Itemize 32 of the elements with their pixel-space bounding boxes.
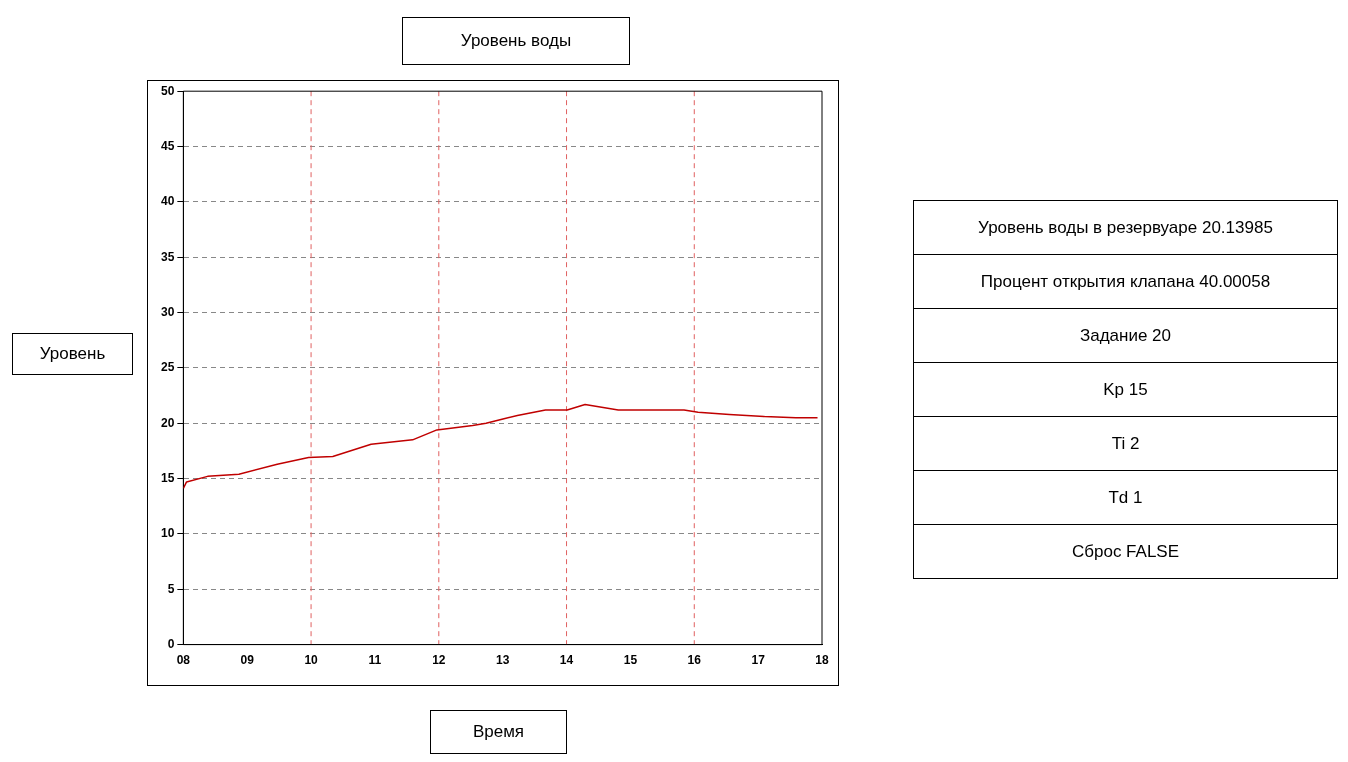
x-tick-label: 16 [687, 653, 702, 668]
y-tick-label: 20 [160, 415, 175, 430]
x-axis-title: Время [430, 710, 567, 754]
text: Td 1 [913, 471, 1338, 525]
y-tick-label: 5 [167, 581, 175, 596]
x-tick-label: 17 [751, 653, 766, 668]
y-tick-label: 10 [160, 526, 175, 541]
y-axis-title: Уровень [12, 333, 133, 375]
y-tick-label: 30 [160, 304, 175, 319]
y-tick-label: 45 [160, 138, 175, 153]
text: Ti 2 [913, 417, 1338, 471]
y-tick-label: 50 [160, 83, 175, 98]
y-tick-label: 15 [160, 470, 175, 485]
x-tick-label: 11 [368, 653, 382, 668]
chart-title: Уровень воды [402, 17, 630, 65]
x-tick-label: 15 [623, 653, 638, 668]
y-tick-label: 0 [167, 636, 175, 651]
text: Kp 15 [913, 363, 1338, 417]
x-tick-label: 10 [304, 653, 319, 668]
x-tick-label: 18 [815, 653, 829, 668]
x-tick-label: 13 [495, 653, 510, 668]
text: Задание 20 [913, 309, 1338, 363]
x-tick-label: 08 [176, 653, 191, 668]
y-tick-label: 35 [160, 249, 175, 264]
text: Процент открытия клапана 40.00058 [913, 255, 1338, 309]
text: Сброс FALSE [913, 525, 1338, 579]
x-tick-label: 14 [559, 653, 574, 668]
text: Уровень воды в резервуаре 20.13985 [913, 201, 1338, 255]
x-tick-label: 09 [240, 653, 255, 668]
x-tick-label: 12 [432, 653, 446, 668]
y-tick-label: 25 [160, 360, 175, 375]
y-tick-label: 40 [160, 194, 175, 209]
